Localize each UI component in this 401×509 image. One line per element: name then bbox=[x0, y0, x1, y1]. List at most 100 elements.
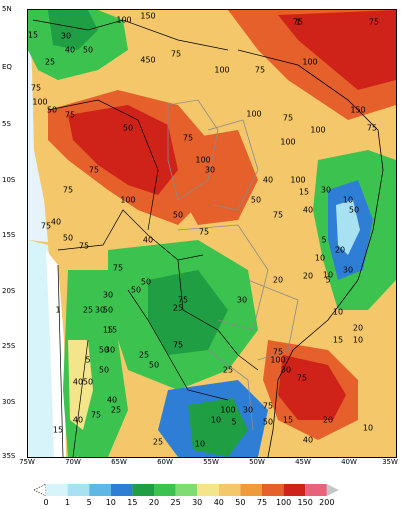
lon-label-45w: 45W bbox=[295, 458, 311, 466]
contour-value: 40 bbox=[65, 46, 75, 55]
contour-value: 50 bbox=[83, 378, 93, 387]
contour-value: 5 bbox=[231, 418, 236, 427]
colorbar bbox=[34, 484, 339, 496]
contour-value: 50 bbox=[99, 366, 109, 375]
contour-value: 100 bbox=[116, 16, 131, 25]
sw-yellow bbox=[68, 340, 93, 430]
contour-value: 15 bbox=[283, 416, 293, 425]
contour-value: 75 bbox=[63, 186, 73, 195]
contour-value: 40 bbox=[143, 236, 153, 245]
colorbar-tick-label: 150 bbox=[297, 498, 313, 507]
contour-value: 30 bbox=[281, 366, 291, 375]
precipitation-map: 75 75 100 150 15 30 40 50 25 450 75 100 75 100 75 100 50… bbox=[27, 9, 397, 458]
pacific-north bbox=[28, 10, 48, 242]
contour-value: 25 bbox=[45, 58, 55, 67]
colorbar-swatch bbox=[262, 484, 284, 496]
contour-value: 10 bbox=[353, 336, 363, 345]
country-borders bbox=[32, 19, 259, 457]
contour-value: 50 bbox=[263, 418, 273, 427]
contour-value: 100 bbox=[120, 196, 135, 205]
contour-value: 20 bbox=[353, 324, 363, 333]
contour-value: 75 bbox=[178, 296, 188, 305]
contour-value: 30 bbox=[237, 296, 247, 305]
contour-value: 75 bbox=[79, 242, 89, 251]
colorbar-tick-label: 40 bbox=[213, 498, 224, 507]
contour-value: 20 bbox=[335, 246, 345, 255]
contour-value: 20 bbox=[273, 276, 283, 285]
east-lightblue bbox=[336, 200, 360, 255]
colorbar-swatch bbox=[175, 484, 198, 496]
contour-value: 30 bbox=[61, 32, 71, 41]
colorbar-tick-label: 0 bbox=[43, 498, 49, 507]
contour-value: 50 bbox=[141, 278, 151, 287]
contour-value: 30 bbox=[103, 291, 113, 300]
contour-value: 15 bbox=[107, 326, 117, 335]
contour-value: 30 bbox=[105, 346, 115, 355]
contour-value: 40 bbox=[263, 176, 273, 185]
contour-value: 30 bbox=[343, 266, 353, 275]
contour-value: 75 bbox=[171, 50, 181, 59]
lat-label-20s: 20S bbox=[2, 287, 16, 295]
contour-value: 75 bbox=[31, 84, 41, 93]
colorbar-arrow-left bbox=[34, 484, 47, 496]
colorbar-swatch bbox=[132, 484, 154, 496]
contour-value: 15 bbox=[333, 336, 343, 345]
contour-value: 100 bbox=[290, 176, 305, 185]
lon-label-40w: 40W bbox=[341, 458, 357, 466]
contour-value: 50 bbox=[99, 346, 109, 355]
lat-label-10s: 10S bbox=[2, 176, 16, 184]
colorbar-swatch bbox=[67, 484, 90, 496]
contour-value: 100 bbox=[280, 138, 295, 147]
lon-label-70w: 70W bbox=[65, 458, 81, 466]
contour-value: 40 bbox=[51, 218, 61, 227]
lon-label-75w: 75W bbox=[19, 458, 35, 466]
contour-value: 20 bbox=[303, 272, 313, 281]
contour-value: 10 bbox=[363, 424, 373, 433]
colorbar-tick-label: 20 bbox=[148, 498, 160, 507]
south-green bbox=[188, 398, 248, 457]
contour-value: 10 bbox=[333, 308, 343, 317]
contour-value: 25 bbox=[83, 306, 93, 315]
contour-value: 75 bbox=[263, 402, 273, 411]
contour-value: 5 bbox=[325, 276, 330, 285]
contour-value: 50 bbox=[63, 234, 73, 243]
contour-value: 75 bbox=[367, 124, 377, 133]
contour-value: 50 bbox=[103, 306, 113, 315]
coastline bbox=[237, 49, 384, 457]
contour-value: 40 bbox=[107, 396, 117, 405]
contour-value: 75 bbox=[283, 114, 293, 123]
lat-label-35s: 35S bbox=[2, 452, 16, 460]
lon-label-35w: 35W bbox=[382, 458, 398, 466]
colorbar-swatch bbox=[110, 484, 133, 496]
contour-value: 1 bbox=[295, 18, 300, 27]
contour-value: 40 bbox=[303, 206, 313, 215]
contour-value: 5 bbox=[85, 356, 90, 365]
contour-value: 100 bbox=[32, 98, 47, 107]
colorbar-swatch bbox=[154, 484, 176, 496]
contour-value: 75 bbox=[273, 211, 283, 220]
contour-value: 75 bbox=[255, 66, 265, 75]
contour-value: 30 bbox=[205, 166, 215, 175]
contour-value: 75 bbox=[199, 228, 209, 237]
contour-value: 25 bbox=[173, 304, 183, 313]
contour-value: 15 bbox=[299, 188, 309, 197]
lon-label-50w: 50W bbox=[249, 458, 265, 466]
contour-value: 75 bbox=[183, 134, 193, 143]
contour-value: 50 bbox=[123, 124, 133, 133]
contour-value: 5 bbox=[321, 236, 326, 245]
colorbar-swatch bbox=[305, 484, 327, 496]
contour-value: 20 bbox=[323, 416, 333, 425]
amazon-red bbox=[68, 105, 178, 195]
contour-value: 75 bbox=[293, 18, 303, 27]
contour-value: 100 bbox=[220, 406, 235, 415]
colorbar-swatch bbox=[218, 484, 241, 496]
contour-value: 75 bbox=[369, 18, 379, 27]
colorbar-tick-label: 50 bbox=[235, 498, 246, 507]
contour-value: 75 bbox=[113, 264, 123, 273]
colorbar-tick-label: 75 bbox=[256, 498, 268, 507]
contour-value: 100 bbox=[270, 356, 285, 365]
contour-value: 10 bbox=[323, 271, 333, 280]
contour-value: 100 bbox=[214, 66, 229, 75]
lon-label-55w: 55W bbox=[203, 458, 219, 466]
